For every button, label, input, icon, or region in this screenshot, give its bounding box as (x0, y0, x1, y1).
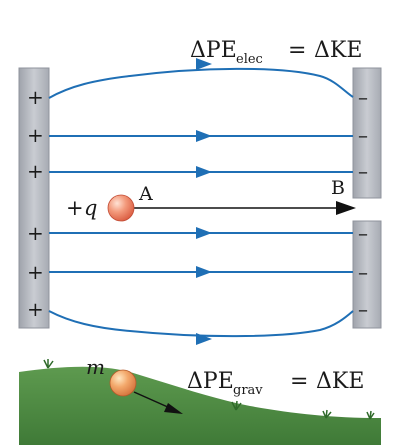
plus-sign: + (27, 159, 44, 183)
plus-sign: + (27, 260, 44, 284)
test-charge-group: + q A B (66, 177, 356, 222)
point-b-label: B (331, 177, 345, 199)
minus-sign: – (358, 297, 368, 321)
minus-sign: – (358, 159, 368, 183)
plus-sign: + (27, 85, 44, 109)
field-arrowhead (196, 130, 212, 142)
negative-plate-upper (352, 67, 382, 199)
negative-signs: – – – – – – (358, 85, 368, 321)
gravitational-energy-equation: ΔPE grav = ΔKE (187, 369, 364, 398)
electric-energy-equation: ΔPE elec = ΔKE (190, 38, 362, 67)
charge-sign: + (66, 196, 84, 220)
mass-label: m (86, 355, 105, 379)
field-line-arrowheads (196, 58, 212, 345)
minus-sign: – (358, 85, 368, 109)
mass-ball (109, 369, 137, 397)
equation-equals: = (288, 38, 306, 63)
plus-sign: + (27, 123, 44, 147)
mass-group: m (86, 355, 183, 414)
field-arrowhead (196, 333, 212, 345)
charge-ball (107, 194, 135, 222)
field-arrowhead (196, 58, 212, 70)
hill (19, 359, 381, 445)
field-arrowhead (196, 266, 212, 278)
minus-sign: – (358, 260, 368, 284)
grass-tuft (43, 359, 54, 369)
plus-sign: + (27, 221, 44, 245)
negative-plate-lower (352, 220, 382, 329)
grass-tufts (43, 359, 375, 420)
mass-arrow-line (133, 391, 171, 409)
field-arrowhead (196, 227, 212, 239)
minus-sign: – (358, 123, 368, 147)
equation-lhs-subscript: grav (233, 383, 263, 398)
minus-sign: – (358, 221, 368, 245)
plus-sign: + (27, 297, 44, 321)
grass-tuft (366, 410, 375, 420)
positive-plate (18, 67, 50, 329)
positive-signs: + + + + + + (27, 85, 44, 321)
mass-arrowhead (164, 403, 183, 414)
point-a-label: A (138, 183, 153, 205)
grass-tuft (231, 400, 242, 411)
charge-variable: q (84, 196, 97, 220)
equation-lhs: ΔPE (187, 369, 234, 394)
path-arrowhead (336, 201, 356, 215)
equation-rhs: ΔKE (314, 38, 362, 63)
field-line (48, 67, 354, 99)
field-line (48, 310, 354, 338)
hill-slope (19, 366, 381, 445)
grass-tuft (322, 409, 332, 419)
equation-lhs-subscript: elec (236, 52, 263, 67)
equation-equals: = (290, 369, 308, 394)
field-arrowhead (196, 166, 212, 178)
equation-rhs: ΔKE (316, 369, 364, 394)
